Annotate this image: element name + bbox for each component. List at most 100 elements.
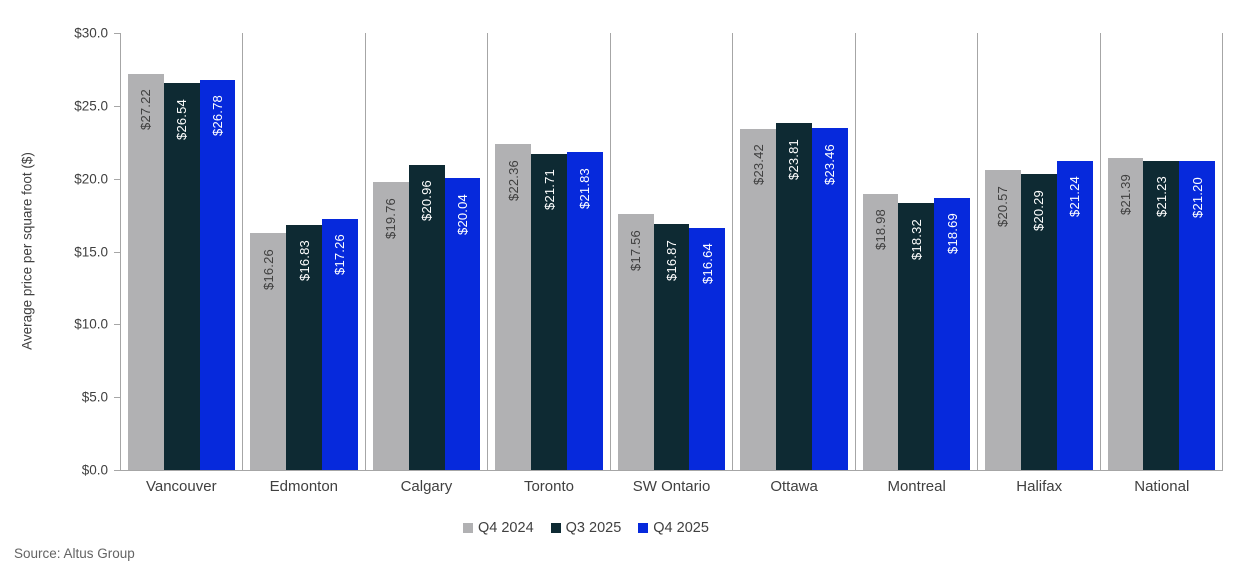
y-tick-label--25-0: $25.0 — [74, 98, 108, 114]
category-group-national: $21.39 $21.23 $21.20 — [1101, 33, 1223, 470]
category-group-halifax: $20.57 $20.29 $21.24 — [978, 33, 1101, 470]
legend-label: Q3 2025 — [565, 520, 622, 536]
x-label-ottawa: Ottawa — [770, 478, 818, 495]
bar-value-label: $17.26 — [332, 234, 348, 276]
y-tick-mark — [114, 178, 120, 180]
bar-value-label: $20.96 — [419, 180, 435, 222]
bar-value-label: $20.29 — [1031, 189, 1047, 231]
bar-halifax-q4-2024: $20.57 — [985, 170, 1021, 470]
y-tick-label--20-0: $20.0 — [74, 171, 108, 187]
category-group-edmonton: $16.26 $16.83 $17.26 — [243, 33, 366, 470]
bar-value-label: $21.39 — [1117, 173, 1133, 215]
bar-value-label: $16.87 — [663, 239, 679, 281]
bar-value-label: $17.56 — [628, 229, 644, 271]
category-group-vancouver: $27.22 $26.54 $26.78 — [121, 33, 244, 470]
y-tick-mark — [114, 251, 120, 253]
legend-item-q4-2025: Q4 2025 — [638, 520, 709, 536]
bar-edmonton-q3-2025: $16.83 — [286, 224, 323, 470]
legend-item-q3-2025: Q3 2025 — [550, 520, 622, 536]
bar-ottawa-q4-2024: $23.42 — [740, 128, 776, 470]
category-group-calgary: $19.76 $20.96 $20.04 — [366, 33, 489, 470]
bar-value-label: $19.76 — [383, 197, 399, 239]
x-label-national: National — [1134, 478, 1190, 495]
bar-calgary-q4-2025: $20.04 — [444, 178, 481, 470]
legend-swatch-q4-2024 — [463, 523, 473, 533]
y-axis-title: Average price per square foot ($) — [19, 152, 35, 350]
x-axis-labels: Vancouver Edmonton Calgary Toronto SW Ontari… — [120, 478, 1223, 495]
bar-sw-ontario-q4-2024: $17.56 — [617, 214, 654, 470]
bar-national-q3-2025: $21.23 — [1143, 160, 1180, 470]
y-tick-mark — [114, 33, 120, 34]
legend-swatch-q3-2025 — [550, 523, 561, 533]
source-note: Source: Altus Group — [14, 546, 135, 561]
category-group-sw-ontario: $17.56 $16.87 $16.64 — [611, 33, 734, 470]
bar-value-label: $26.78 — [210, 95, 226, 137]
bar-montreal-q3-2025: $18.32 — [898, 203, 935, 470]
bar-value-label: $18.69 — [944, 213, 960, 255]
bar-value-label: $20.04 — [454, 193, 470, 235]
bar-value-label: $23.81 — [786, 138, 802, 180]
legend-swatch-q4-2025 — [638, 523, 649, 533]
bar-ottawa-q4-2025: $23.46 — [811, 128, 848, 470]
legend-label: Q4 2024 — [478, 520, 534, 536]
legend: Q4 2024 Q3 2025 Q4 2025 — [463, 520, 709, 536]
bar-sw-ontario-q4-2025: $16.64 — [689, 227, 726, 470]
y-tick-label--0-0: $0.0 — [81, 462, 108, 478]
x-label-calgary: Calgary — [400, 478, 453, 495]
plot-area: $27.22 $26.54 $26.78 $16.26 $16.83 $17.26 $19.… — [120, 33, 1223, 471]
bar-edmonton-q4-2025: $17.26 — [322, 218, 358, 470]
bar-value-label: $23.42 — [750, 144, 766, 186]
bar-value-label: $23.46 — [822, 143, 838, 185]
x-label-halifax: Halifax — [1016, 478, 1063, 495]
bar-value-label: $21.20 — [1189, 176, 1205, 218]
bar-toronto-q4-2024: $22.36 — [495, 144, 532, 470]
bar-montreal-q4-2025: $18.69 — [934, 197, 971, 470]
bar-calgary-q4-2024: $19.76 — [372, 182, 409, 470]
x-label-toronto: Toronto — [523, 478, 574, 495]
bar-sw-ontario-q3-2025: $16.87 — [653, 224, 690, 470]
bar-toronto-q3-2025: $21.71 — [531, 153, 567, 470]
x-label-montreal: Montreal — [887, 478, 946, 495]
bar-calgary-q3-2025: $20.96 — [408, 164, 445, 470]
y-tick-label--5-0: $5.0 — [81, 389, 108, 405]
legend-label: Q4 2025 — [653, 520, 709, 536]
x-label-edmonton: Edmonton — [269, 478, 339, 495]
category-group-toronto: $22.36 $21.71 $21.83 — [488, 33, 611, 470]
x-label-sw-ontario: SW Ontario — [632, 478, 711, 495]
y-tick-label--15-0: $15.0 — [74, 244, 108, 259]
bar-vancouver-q4-2025: $26.78 — [199, 79, 236, 470]
bar-value-label: $21.71 — [541, 169, 557, 211]
bar-value-label: $21.24 — [1067, 176, 1083, 218]
bar-national-q4-2025: $21.20 — [1179, 161, 1215, 470]
bar-value-label: $18.32 — [908, 218, 924, 260]
bar-value-label: $16.64 — [699, 243, 715, 285]
category-group-montreal: $18.98 $18.32 $18.69 — [856, 33, 979, 470]
bar-halifax-q3-2025: $20.29 — [1020, 174, 1057, 470]
bar-value-label: $22.36 — [505, 159, 521, 201]
bar-national-q4-2024: $21.39 — [1107, 158, 1144, 470]
bar-value-label: $16.83 — [296, 240, 312, 282]
bar-edmonton-q4-2024: $16.26 — [250, 233, 287, 470]
bar-value-label: $21.23 — [1153, 176, 1169, 218]
y-tick-mark — [114, 324, 120, 326]
bar-vancouver-q3-2025: $26.54 — [163, 83, 200, 470]
y-tick-mark — [114, 397, 120, 399]
bar-halifax-q4-2025: $21.24 — [1056, 160, 1093, 470]
bar-value-label: $27.22 — [138, 89, 154, 130]
bar-value-label: $16.26 — [260, 248, 276, 290]
bar-value-label: $21.83 — [577, 167, 593, 209]
y-tick-mark — [114, 470, 120, 471]
y-tick-mark — [114, 105, 120, 107]
bar-toronto-q4-2025: $21.83 — [566, 152, 603, 470]
y-tick-label--10-0: $10.0 — [74, 316, 108, 332]
y-tick-label--30-0: $30.0 — [74, 25, 108, 41]
bar-vancouver-q4-2024: $27.22 — [128, 73, 164, 470]
category-group-ottawa: $23.42 $23.81 $23.46 — [733, 33, 856, 470]
x-label-vancouver: Vancouver — [145, 478, 217, 495]
bar-value-label: $20.57 — [995, 185, 1011, 227]
bar-montreal-q4-2024: $18.98 — [862, 193, 899, 470]
bar-ottawa-q3-2025: $23.81 — [776, 123, 812, 470]
bar-value-label: $26.54 — [174, 98, 190, 140]
bar-value-label: $18.98 — [873, 209, 889, 251]
